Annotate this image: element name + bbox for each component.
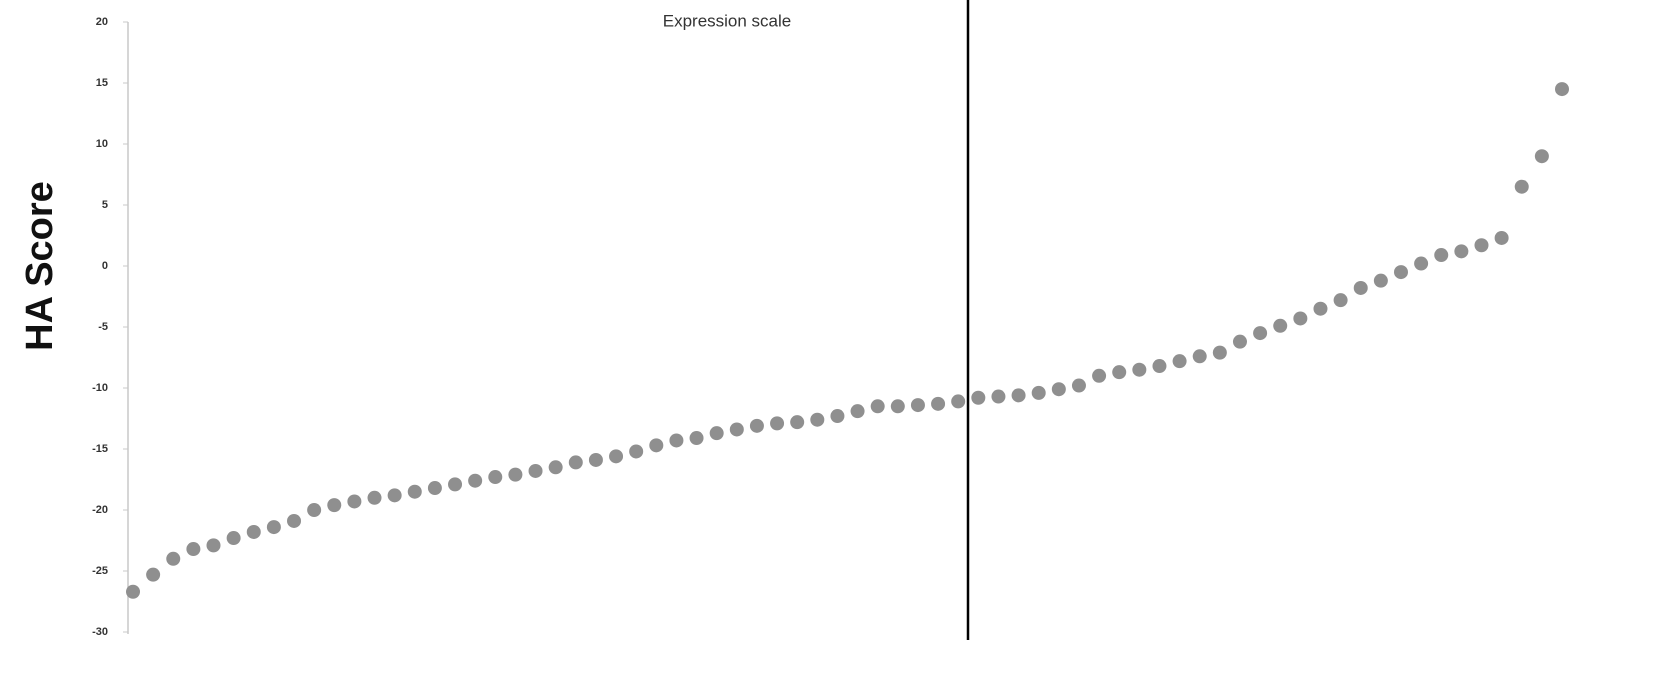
data-point bbox=[689, 431, 704, 446]
y-tick-label: 15 bbox=[96, 77, 108, 89]
data-point bbox=[1092, 368, 1107, 383]
data-point bbox=[1212, 345, 1227, 360]
data-point bbox=[1353, 280, 1368, 295]
data-point bbox=[166, 551, 181, 566]
data-point bbox=[1253, 326, 1268, 341]
y-tick-label: -25 bbox=[92, 565, 108, 577]
data-point bbox=[146, 567, 161, 582]
data-point bbox=[609, 449, 624, 464]
data-point bbox=[850, 404, 865, 419]
y-tick-label: 0 bbox=[102, 260, 108, 272]
data-point bbox=[1534, 149, 1549, 164]
data-point bbox=[971, 390, 986, 405]
data-point bbox=[629, 444, 644, 459]
data-point bbox=[1011, 388, 1026, 403]
data-point bbox=[1454, 244, 1469, 259]
data-point bbox=[669, 433, 684, 448]
data-point bbox=[568, 455, 583, 470]
data-point bbox=[790, 415, 805, 430]
data-point bbox=[1494, 230, 1509, 245]
data-point bbox=[206, 538, 221, 553]
y-tick-label: 5 bbox=[102, 199, 108, 211]
data-point bbox=[1393, 265, 1408, 280]
data-point bbox=[1172, 354, 1187, 369]
data-point bbox=[468, 473, 483, 488]
y-tick-label: -30 bbox=[92, 626, 108, 638]
data-point bbox=[709, 426, 724, 441]
data-point bbox=[1293, 311, 1308, 326]
data-point bbox=[1232, 334, 1247, 349]
data-point bbox=[910, 398, 925, 413]
data-point bbox=[407, 484, 422, 499]
data-point bbox=[427, 481, 442, 496]
data-point bbox=[729, 422, 744, 437]
data-point bbox=[1514, 179, 1529, 194]
data-point bbox=[1152, 359, 1167, 374]
data-point bbox=[890, 399, 905, 414]
data-point bbox=[588, 452, 603, 467]
y-tick-label: -20 bbox=[92, 504, 108, 516]
data-point bbox=[1192, 349, 1207, 364]
data-point bbox=[749, 418, 764, 433]
data-point bbox=[246, 524, 261, 539]
data-point bbox=[870, 399, 885, 414]
data-point bbox=[1434, 248, 1449, 263]
data-point bbox=[387, 488, 402, 503]
y-tick-label: -15 bbox=[92, 443, 108, 455]
y-tick-label: -10 bbox=[92, 382, 108, 394]
data-point bbox=[830, 409, 845, 424]
y-axis-label: HA Score bbox=[19, 181, 61, 351]
data-point bbox=[1333, 293, 1348, 308]
data-point bbox=[991, 389, 1006, 404]
data-point bbox=[1273, 318, 1288, 333]
data-point bbox=[931, 396, 946, 411]
data-point bbox=[1555, 82, 1569, 97]
data-point bbox=[126, 584, 140, 599]
chart-title: Expression scale bbox=[663, 11, 792, 30]
data-point bbox=[287, 513, 302, 528]
data-point bbox=[448, 477, 463, 492]
data-point bbox=[770, 416, 785, 431]
data-point bbox=[1373, 273, 1388, 288]
data-point bbox=[508, 467, 523, 482]
data-point bbox=[1313, 301, 1328, 316]
data-point bbox=[327, 498, 342, 513]
data-point bbox=[1071, 378, 1086, 393]
y-tick-label: 20 bbox=[96, 16, 108, 28]
y-tick-label: 10 bbox=[96, 138, 108, 150]
data-point bbox=[951, 394, 966, 409]
data-point bbox=[488, 470, 503, 485]
data-point bbox=[367, 490, 382, 505]
data-point bbox=[347, 494, 362, 509]
data-point bbox=[226, 531, 241, 546]
data-point bbox=[1051, 382, 1066, 397]
data-point bbox=[1112, 365, 1127, 380]
y-tick-label: -5 bbox=[98, 321, 108, 333]
data-point bbox=[1414, 256, 1429, 271]
data-point bbox=[548, 460, 563, 475]
data-point bbox=[1031, 385, 1046, 400]
data-point bbox=[810, 412, 825, 427]
data-point bbox=[186, 542, 201, 557]
data-point bbox=[1474, 238, 1489, 253]
data-point bbox=[1132, 362, 1147, 377]
data-point bbox=[649, 438, 664, 453]
data-point bbox=[307, 503, 322, 517]
data-point bbox=[528, 463, 543, 478]
data-point bbox=[266, 520, 281, 535]
